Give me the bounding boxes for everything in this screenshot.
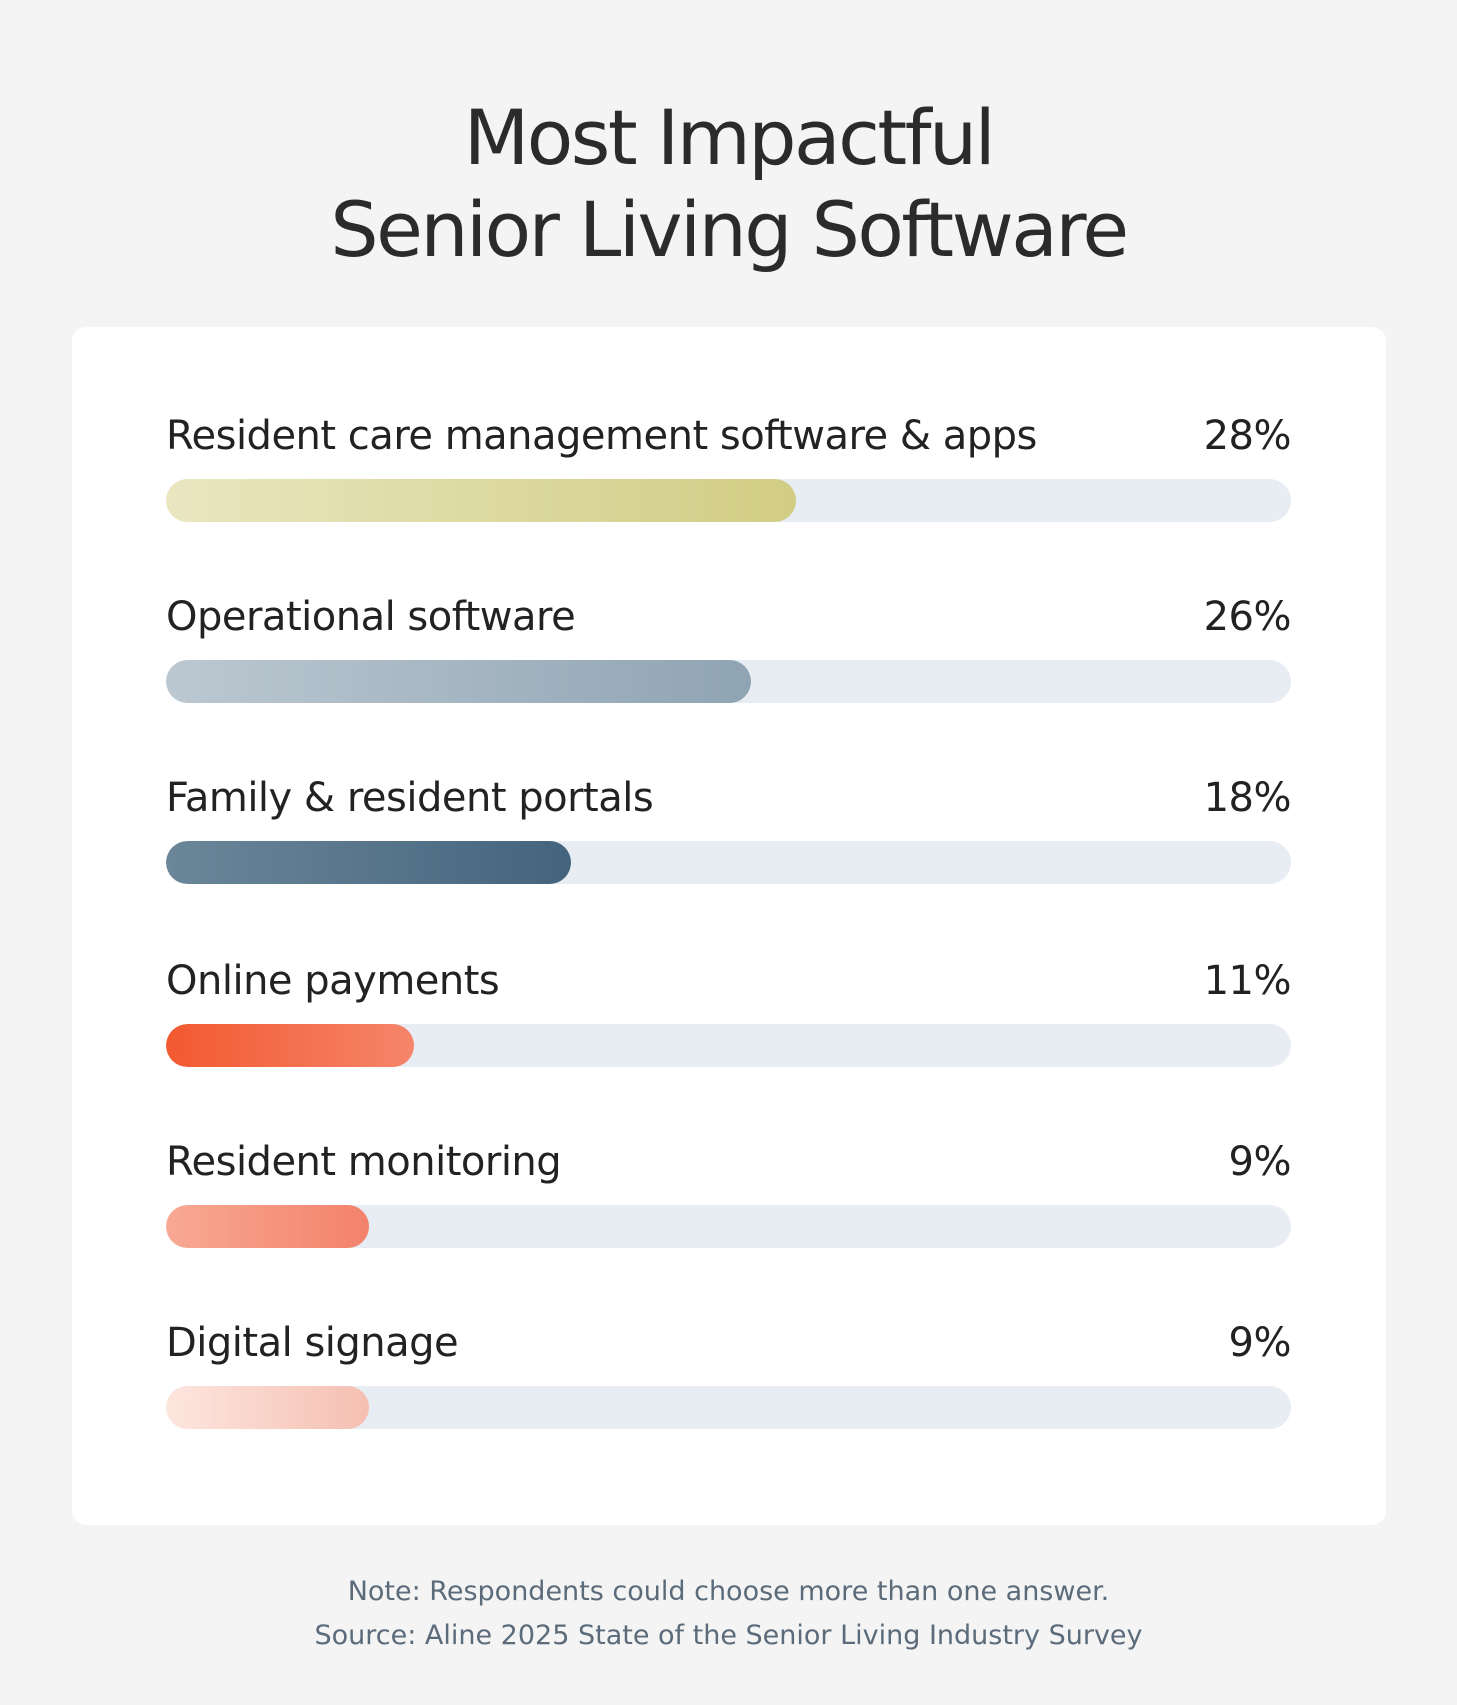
bar-value-label: 11% (1203, 958, 1292, 1004)
bar-track (166, 1205, 1291, 1248)
chart-footer: Note: Respondents could choose more than… (0, 1570, 1457, 1658)
bar-track (166, 479, 1291, 522)
bar (166, 841, 571, 884)
title-line-1: Most Impactful (463, 93, 996, 182)
footer-note: Note: Respondents could choose more than… (347, 1576, 1110, 1607)
bar-label: Resident monitoring (166, 1139, 562, 1185)
bar (166, 1386, 369, 1429)
bar-track (166, 660, 1291, 703)
bar-label: Digital signage (166, 1320, 459, 1366)
bar-track (166, 1024, 1291, 1067)
bar (166, 1024, 414, 1067)
bar (166, 479, 796, 522)
bar-label: Family & resident portals (166, 775, 654, 821)
bar-value-label: 9% (1228, 1320, 1292, 1366)
bar-label: Resident care management software & apps (166, 413, 1037, 459)
bar-value-label: 28% (1203, 413, 1292, 459)
title-line-2: Senior Living Software (330, 185, 1129, 274)
chart-title: Most Impactful Senior Living Software (0, 92, 1457, 276)
bar-value-label: 26% (1203, 594, 1292, 640)
bar-track (166, 1386, 1291, 1429)
bar (166, 660, 751, 703)
bar-value-label: 9% (1228, 1139, 1292, 1185)
chart-card: Resident care management software & apps… (72, 327, 1386, 1525)
bar-track (166, 841, 1291, 884)
bar-label: Online payments (166, 958, 500, 1004)
bar-label: Operational software (166, 594, 576, 640)
footer-source: Source: Aline 2025 State of the Senior L… (314, 1620, 1143, 1651)
bar (166, 1205, 369, 1248)
bar-value-label: 18% (1203, 775, 1292, 821)
